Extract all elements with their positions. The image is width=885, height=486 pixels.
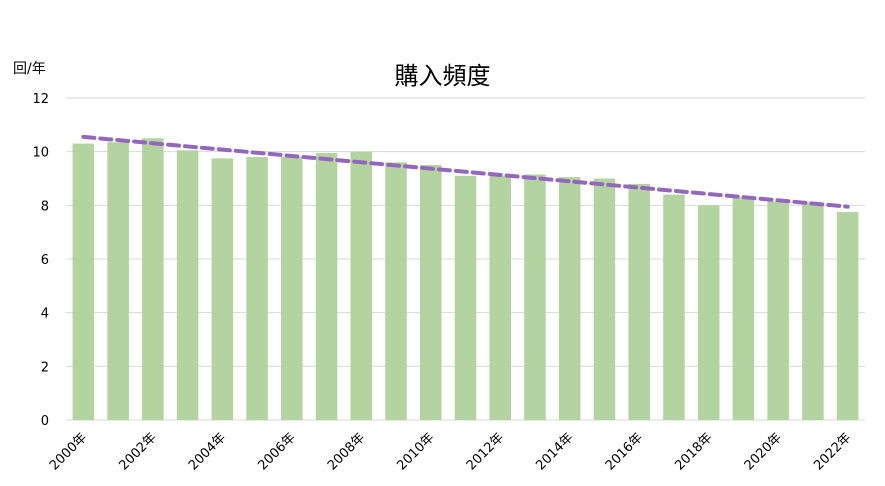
bar [697, 205, 720, 420]
bar [176, 150, 199, 420]
bar [628, 183, 650, 420]
bar [142, 138, 164, 420]
bar [211, 158, 234, 420]
x-tick-label: 2016年 [603, 430, 646, 473]
bar [246, 157, 268, 421]
y-tick-label: 4 [41, 307, 49, 322]
bar [419, 165, 442, 420]
chart-title: 購入頻度 [394, 62, 491, 90]
y-tick-label: 0 [41, 414, 49, 429]
x-tick-label: 2020年 [742, 430, 785, 473]
bar [315, 153, 338, 420]
y-tick-label: 10 [32, 146, 49, 161]
y-tick-label: 2 [41, 360, 49, 375]
bar [454, 175, 477, 420]
bar [593, 178, 616, 420]
y-tick-label: 12 [32, 92, 49, 107]
bar [836, 212, 859, 420]
bar [524, 174, 546, 420]
bar [489, 175, 512, 420]
x-tick-label: 2004年 [186, 430, 229, 473]
bar [281, 157, 303, 421]
bar [350, 151, 373, 420]
bar [72, 143, 95, 420]
y-axis-unit-label: 回/年 [13, 61, 46, 77]
trendline [81, 134, 850, 209]
bar [732, 197, 755, 420]
x-tick-label: 2002年 [116, 430, 159, 473]
y-tick-label: 6 [41, 253, 49, 268]
bar [802, 202, 824, 420]
y-tick-label: 8 [41, 199, 49, 214]
x-tick-label: 2014年 [533, 430, 576, 473]
bar [767, 201, 789, 420]
bar [663, 194, 685, 420]
x-tick-label: 2006年 [255, 430, 298, 473]
x-tick-label: 2008年 [325, 430, 368, 473]
x-tick-label: 2018年 [672, 430, 715, 473]
x-tick-label: 2010年 [394, 430, 437, 473]
bar [385, 162, 407, 420]
x-tick-label: 2022年 [811, 430, 854, 473]
x-tick-label: 2012年 [464, 430, 507, 473]
x-tick-label: 2000年 [47, 430, 90, 473]
bar [558, 177, 581, 420]
bar [107, 142, 129, 420]
